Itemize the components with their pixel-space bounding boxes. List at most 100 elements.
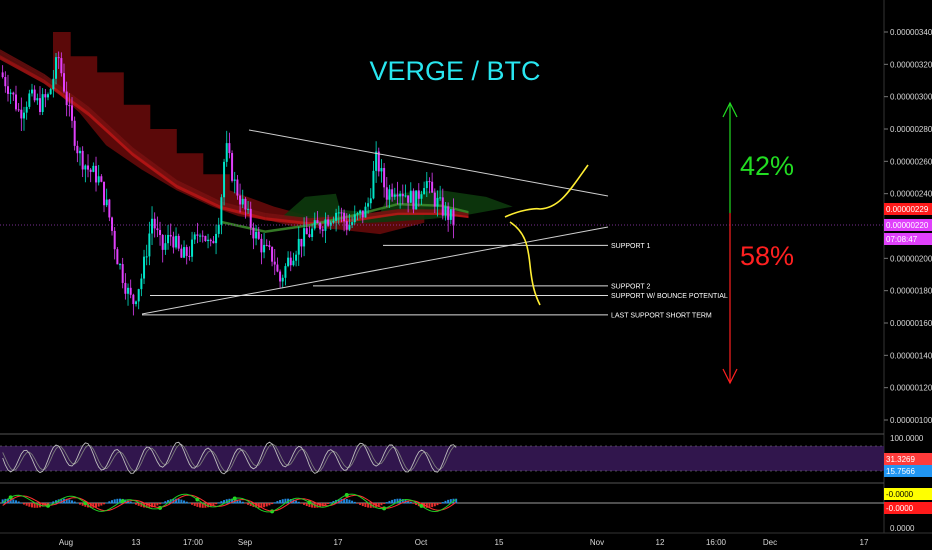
candle-body <box>337 212 340 214</box>
macd-histogram-bar <box>236 499 239 504</box>
macd-histogram-bar <box>284 498 287 504</box>
candle-body <box>143 256 146 279</box>
candle-body <box>364 206 367 218</box>
candle-body <box>431 181 434 193</box>
candle-body <box>30 89 33 94</box>
candle <box>55 52 58 85</box>
candle-body <box>295 254 298 261</box>
candle-body <box>49 89 52 95</box>
candle-body <box>204 235 207 242</box>
candle-body <box>145 256 148 258</box>
candle-body <box>193 234 196 240</box>
candle-body <box>228 143 231 154</box>
macd-histogram-bar <box>276 501 279 504</box>
rsi-badge-label: 31.3269 <box>886 455 915 464</box>
candle-body <box>81 150 84 170</box>
candle-body <box>441 197 444 216</box>
candle-body <box>188 255 191 257</box>
macd-histogram-bar <box>191 503 194 505</box>
candle-body <box>356 213 359 215</box>
macd-value-badge: -0.0000 <box>884 488 932 500</box>
macd-histogram-bar <box>183 500 186 504</box>
candle-body <box>241 198 244 205</box>
macd-histogram-bar <box>239 500 242 504</box>
macd-histogram-bar <box>156 503 159 506</box>
macd-histogram-bar <box>281 499 284 504</box>
candle-body <box>308 234 311 238</box>
macd-histogram-bar <box>140 503 143 507</box>
macd-histogram-bar <box>57 499 60 504</box>
candle <box>303 217 306 257</box>
candle <box>249 201 252 235</box>
candle <box>351 216 354 228</box>
candle <box>444 202 447 221</box>
candle-body <box>103 181 106 206</box>
candle <box>167 224 170 250</box>
candle-body <box>377 151 380 172</box>
macd-histogram-bar <box>431 503 434 508</box>
upside-percent: 42% <box>740 151 794 181</box>
candle <box>393 187 396 200</box>
macd-histogram-bar <box>337 499 340 504</box>
macd-histogram-bar <box>41 503 44 507</box>
time-tick-label: 17 <box>334 538 343 547</box>
price-panel[interactable]: SUPPORT 1 SUPPORT 2 SUPPORT W/ BOUNCE POTE… <box>0 32 884 385</box>
macd-badge-label: -0.0000 <box>886 504 914 513</box>
macd-histogram-bar <box>241 501 244 504</box>
candle <box>321 226 324 238</box>
candle <box>287 251 290 268</box>
price-tick-label: 0.00000180 <box>890 287 932 296</box>
candle <box>404 184 407 198</box>
candle-body <box>185 247 188 256</box>
macd-histogram-bar <box>175 498 178 504</box>
candle <box>143 249 146 284</box>
candle <box>313 212 316 231</box>
macd-histogram-bar <box>359 503 362 505</box>
candle <box>30 83 33 97</box>
candle <box>116 247 119 265</box>
candle-body <box>207 239 210 242</box>
candle-body <box>212 241 215 244</box>
macd-histogram-bar <box>89 503 92 508</box>
candle-body <box>271 246 274 262</box>
candle <box>81 146 84 178</box>
candle <box>383 163 386 198</box>
price-axis[interactable]: 0.00000340 0.00000320 0.00000300 0.00000280… <box>884 28 932 425</box>
candle <box>369 188 372 209</box>
candle <box>236 174 239 200</box>
candle-body <box>225 143 228 162</box>
macd-histogram-bar <box>409 501 412 504</box>
candle-body <box>113 230 116 250</box>
macd-histogram-bar <box>324 503 327 506</box>
candle-body <box>249 208 252 228</box>
candle <box>252 222 255 250</box>
support-label: SUPPORT 1 <box>611 243 651 250</box>
time-axis[interactable]: Aug 13 17:00 Sep 17 Oct 15 Nov 12 16:00 Dec 17 <box>59 538 869 547</box>
candle <box>225 130 228 167</box>
candle-body <box>119 264 122 266</box>
candle <box>292 252 295 267</box>
candle <box>169 223 172 246</box>
macd-histogram-bar <box>52 501 55 504</box>
macd-histogram-bar <box>103 503 106 505</box>
candle-body <box>105 199 108 206</box>
candle-body <box>44 94 47 98</box>
macd-histogram-bar <box>332 501 335 504</box>
candle-body <box>111 217 114 231</box>
candle-body <box>1 72 4 78</box>
macd-histogram-bar <box>388 500 391 504</box>
candle <box>44 88 47 108</box>
downside-percent: 58% <box>740 241 794 271</box>
price-tick-label: 0.00000300 <box>890 93 932 102</box>
macd-histogram-bar <box>159 503 162 505</box>
macd-histogram-bar <box>145 503 148 508</box>
macd-panel[interactable]: -0.0000 -0.0000 0.0000 <box>0 488 932 533</box>
candle-body <box>124 282 127 294</box>
candle <box>447 202 450 232</box>
candle <box>4 71 7 93</box>
rsi-panel[interactable]: 100.0000 31.3269 15.7566 <box>0 434 932 477</box>
candle <box>439 185 442 201</box>
candle <box>361 210 364 224</box>
macd-histogram-bar <box>436 503 439 506</box>
